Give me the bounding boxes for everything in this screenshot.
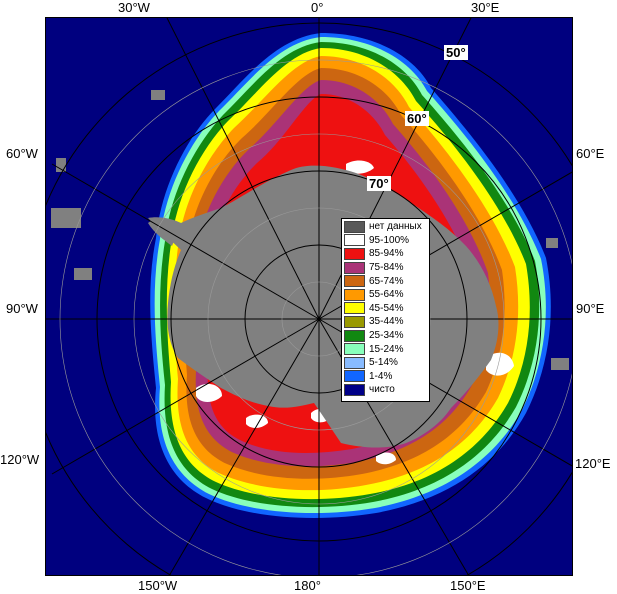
legend-swatch [344,261,365,274]
ice-concentration-map [45,17,573,576]
island [74,268,92,280]
legend-swatch [344,220,365,233]
island [151,90,165,100]
lon-label-150w: 150°W [138,578,178,593]
lon-label-30e: 30°E [471,0,500,15]
legend-item: чисто [344,383,427,397]
legend-item: 45-54% [344,302,427,316]
legend-label: нет данных [369,221,422,233]
grid-lines [59,59,572,575]
island [546,238,558,248]
map-canvas [46,18,572,575]
legend-item: 65-74% [344,274,427,288]
legend-swatch [344,234,365,247]
legend-item: нет данных [344,220,427,234]
ice-patch-95-100 [246,414,268,428]
legend-label: 1-4% [369,370,393,382]
legend-label: 85-94% [369,248,404,260]
island [56,158,66,172]
legend-item: 35-44% [344,315,427,329]
legend-item: 15-24% [344,342,427,356]
legend-item: 85-94% [344,247,427,261]
lon-label-180: 180° [294,578,321,593]
antarctic-peninsula [148,219,181,246]
lon-label-90e: 90°E [576,301,605,316]
lat-label-70: 70° [367,176,391,191]
meridian-30w [166,18,320,320]
legend-item: 95-100% [344,234,427,248]
lon-label-120w: 120°W [0,452,40,467]
grid-circle [133,133,505,505]
lon-label-30w: 30°W [118,0,150,15]
legend-item: 55-64% [344,288,427,302]
grid-circle [207,207,431,431]
legend-swatch [344,383,365,396]
ice-patch-95-100 [196,383,222,402]
legend-label: 45-54% [369,302,404,314]
legend-label: 5-14% [369,357,398,369]
meridian-150w [169,318,320,575]
lon-label-0: 0° [311,0,324,15]
legend-swatch [344,315,365,328]
lon-label-60w: 60°W [6,146,38,161]
lon-label-90w: 90°W [6,301,38,316]
legend-swatch [344,343,365,356]
legend-label: 25-34% [369,330,404,342]
lat-label-60: 60° [405,111,429,126]
island [51,208,81,228]
legend-swatch [344,356,365,369]
legend-swatch [344,329,365,342]
legend-swatch [344,370,365,383]
meridian-120w [51,318,320,475]
legend-swatch [344,302,365,315]
legend-label: 35-44% [369,316,404,328]
legend-item: 25-34% [344,329,427,343]
lon-label-150e: 150°E [450,578,486,593]
ice-patch-95-100 [346,160,374,174]
lon-label-120e: 120°E [575,456,611,471]
legend-item: 1-4% [344,370,427,384]
island [551,358,569,370]
grid-circle [59,59,572,575]
legend-label: 55-64% [369,289,404,301]
legend-label: 75-84% [369,262,404,274]
concentration-legend: нет данных 95-100% 85-94% 75-84% 65-74% 55-64… [341,218,430,402]
lat-label-50: 50° [444,45,468,60]
legend-swatch [344,247,365,260]
legend-item: 5-14% [344,356,427,370]
meridian-60w [51,163,320,320]
legend-item: 75-84% [344,261,427,275]
legend-label: 95-100% [369,234,410,246]
longitude-meridians [46,18,572,575]
lon-label-60e: 60°E [576,146,605,161]
ice-patch-95-100 [486,352,514,376]
legend-swatch [344,288,365,301]
legend-label: чисто [369,384,395,396]
legend-label: 15-24% [369,343,404,355]
legend-swatch [344,275,365,288]
ice-patch-95-100 [376,452,396,465]
legend-label: 65-74% [369,275,404,287]
